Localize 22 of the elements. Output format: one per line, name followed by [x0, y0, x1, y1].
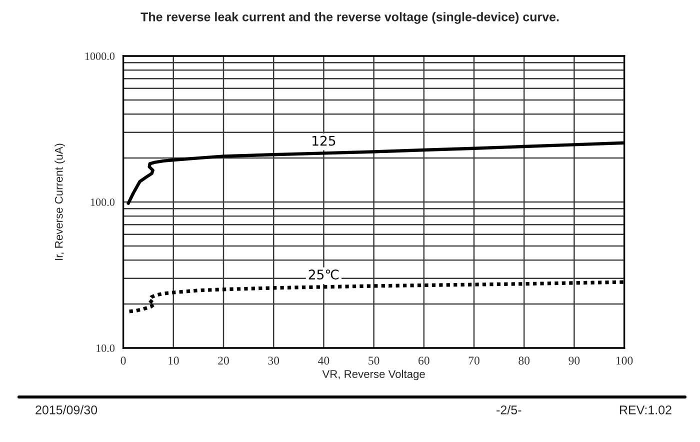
x-tick-label: 50 — [368, 356, 380, 365]
x-tick-label: 80 — [518, 356, 530, 365]
x-tick-label: 90 — [568, 356, 580, 365]
series-label: 125 — [312, 136, 336, 146]
x-tick-label: 20 — [218, 356, 229, 365]
series-label: 25℃ — [308, 270, 339, 280]
y-axis-title: Ir, Reverse Current (uA) — [54, 144, 65, 260]
text: REV:1.02 — [620, 406, 672, 414]
x-tick-label: 30 — [268, 356, 280, 365]
x-tick-label: 10 — [168, 356, 179, 365]
y-tick-label: 1000.0 — [85, 52, 115, 60]
x-tick-label: 60 — [418, 356, 430, 365]
text: 2015/09/30 — [36, 405, 98, 414]
y-tick-label: 100.0 — [90, 198, 115, 206]
x-tick-label: 70 — [468, 356, 480, 365]
chart-title: The reverse leak current and the reverse voltage (single-device) curve. — [140, 12, 559, 24]
x-tick-label: 0 — [120, 356, 126, 365]
text: -2/5- — [496, 405, 522, 414]
x-tick-label: 40 — [318, 356, 330, 365]
x-tick-label: 100 — [616, 356, 633, 365]
x-axis-title: VR, Reverse Voltage — [322, 370, 425, 380]
y-tick-label: 10.0 — [96, 344, 115, 352]
